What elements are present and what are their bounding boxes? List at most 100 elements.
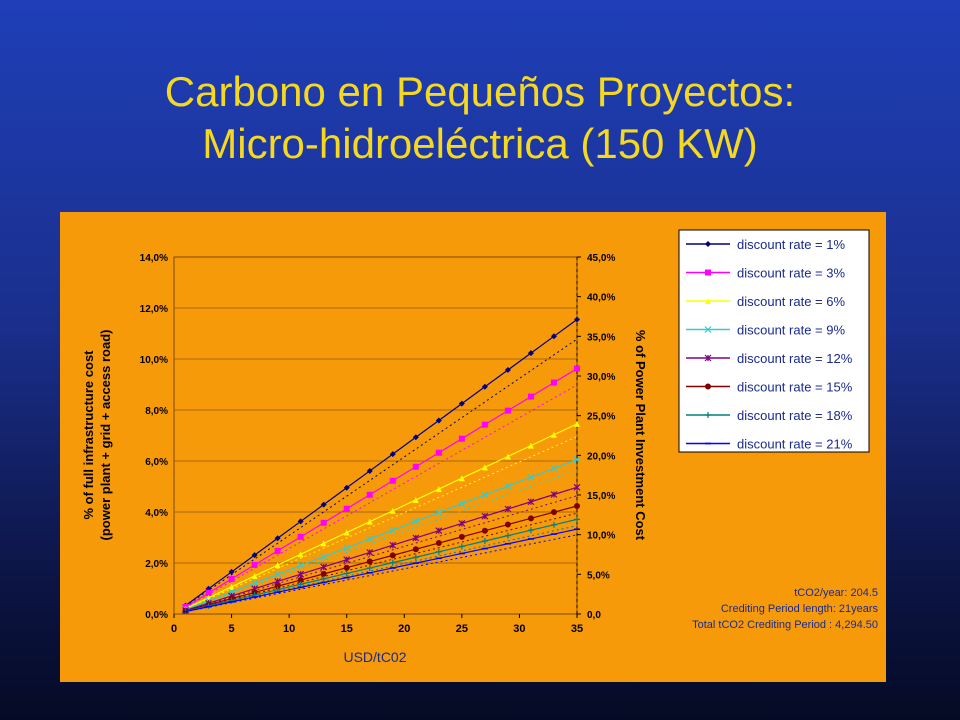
data-point [251,572,258,579]
series-lines [182,316,581,615]
legend-label: discount rate = 3% [737,266,845,281]
y-left-tick-label: 6,0% [145,457,168,468]
legend-items: discount rate = 1% discount rate = 3% disc… [686,237,853,452]
data-point [274,570,282,578]
data-point [527,527,534,534]
data-point [458,500,466,508]
data-point [550,464,558,472]
y-right-tick-label: 20,0% [587,451,615,462]
data-point [574,503,580,510]
data-point [412,434,419,441]
data-point [343,544,351,552]
data-point [481,421,488,428]
slide-title-line1: Carbono en Pequeños Proyectos: [164,68,796,115]
annotation-tco2-year: tCO2/year: 204.5 [794,587,878,599]
data-point [504,482,512,490]
data-point [527,442,534,449]
line-chart: 0,0% 2,0% 4,0% 6,0% 8,0% 10,0% 12,0% 14,0% 0,0 5,… [60,212,886,682]
series-line-right-axis [185,436,578,610]
axis-ticks: 0,0% 2,0% 4,0% 6,0% 8,0% 10,0% 12,0% 14,0% 0,0 5,… [140,253,616,635]
legend-label: discount rate = 9% [737,323,845,338]
data-point [389,541,397,549]
annotation-crediting-length: Crediting Period length: 21years [721,603,879,615]
data-point [458,520,466,527]
data-point [366,565,373,572]
data-point [458,435,465,442]
data-point [550,491,558,498]
x-tick-label: 15 [341,623,353,635]
data-point [550,431,557,438]
data-point [481,527,488,534]
data-point [504,366,511,373]
data-point [458,475,465,482]
data-point [574,365,580,372]
data-point [343,529,350,536]
x-axis-label: USD/tC02 [343,649,406,665]
data-point [504,453,511,460]
data-point [366,491,373,498]
data-point [251,561,258,568]
data-point [412,463,419,470]
plot-frame [173,256,578,615]
data-point [320,570,327,577]
data-point [435,527,443,535]
data-point [389,559,396,566]
legend: discount rate = 1% discount rate = 3% disc… [678,229,870,453]
series-line-right-axis [185,534,578,613]
data-point [504,521,511,528]
legend-item: discount rate = 6% [686,294,845,309]
series-line-right-axis [185,338,578,607]
data-point [297,581,304,588]
data-point [527,393,534,400]
y-right-tick-label: 25,0% [587,412,615,423]
x-tick-label: 25 [456,623,468,635]
data-point [274,547,281,554]
data-point [343,556,351,564]
data-point [297,518,304,525]
data-point [320,575,327,582]
data-point [297,577,304,584]
data-point [504,505,512,513]
data-point [320,553,328,561]
legend-item: discount rate = 9% [686,323,845,338]
series-line-right-axis [185,512,578,612]
legend-label: discount rate = 6% [737,294,845,309]
data-point [366,549,374,556]
series-line [185,459,578,611]
data-point [527,350,534,357]
x-tick-label: 20 [398,623,410,635]
y-left-axis-label-line1: % of full infrastructure cost [81,350,96,520]
legend-item: discount rate = 12% [686,351,853,366]
data-point [205,589,212,596]
data-point [389,451,396,458]
data-point [320,540,327,547]
series-8 [182,528,580,613]
data-point [527,473,535,481]
data-point [274,535,281,542]
annotation-total-tco2: Total tCO2 Crediting Period : 4,294.50 [692,619,878,631]
y-left-tick-label: 10,0% [140,355,168,366]
y-left-axis-label-line2: (power plant + grid + access road) [98,330,113,541]
data-point [550,509,557,516]
slide-title: Carbono en Pequeños Proyectos: Micro-hid… [0,66,960,170]
data-point [228,568,235,575]
data-point [705,298,711,304]
data-point [297,570,305,578]
data-point [458,543,465,550]
x-tick-label: 0 [171,623,177,635]
series-line [185,486,578,611]
legend-label: discount rate = 12% [737,351,853,366]
legend-label: discount rate = 21% [737,437,853,452]
data-point [481,464,488,471]
y-left-tick-label: 2,0% [145,559,168,570]
data-point [573,456,581,464]
y-right-tick-label: 35,0% [587,332,615,343]
data-point [705,269,711,276]
data-point [504,532,511,539]
data-point [705,241,711,247]
legend-item: discount rate = 1% [686,237,845,252]
data-point [704,354,712,362]
data-point [550,521,557,528]
data-point [389,477,396,484]
annotations: tCO2/year: 204.5 Crediting Period length… [692,587,878,631]
